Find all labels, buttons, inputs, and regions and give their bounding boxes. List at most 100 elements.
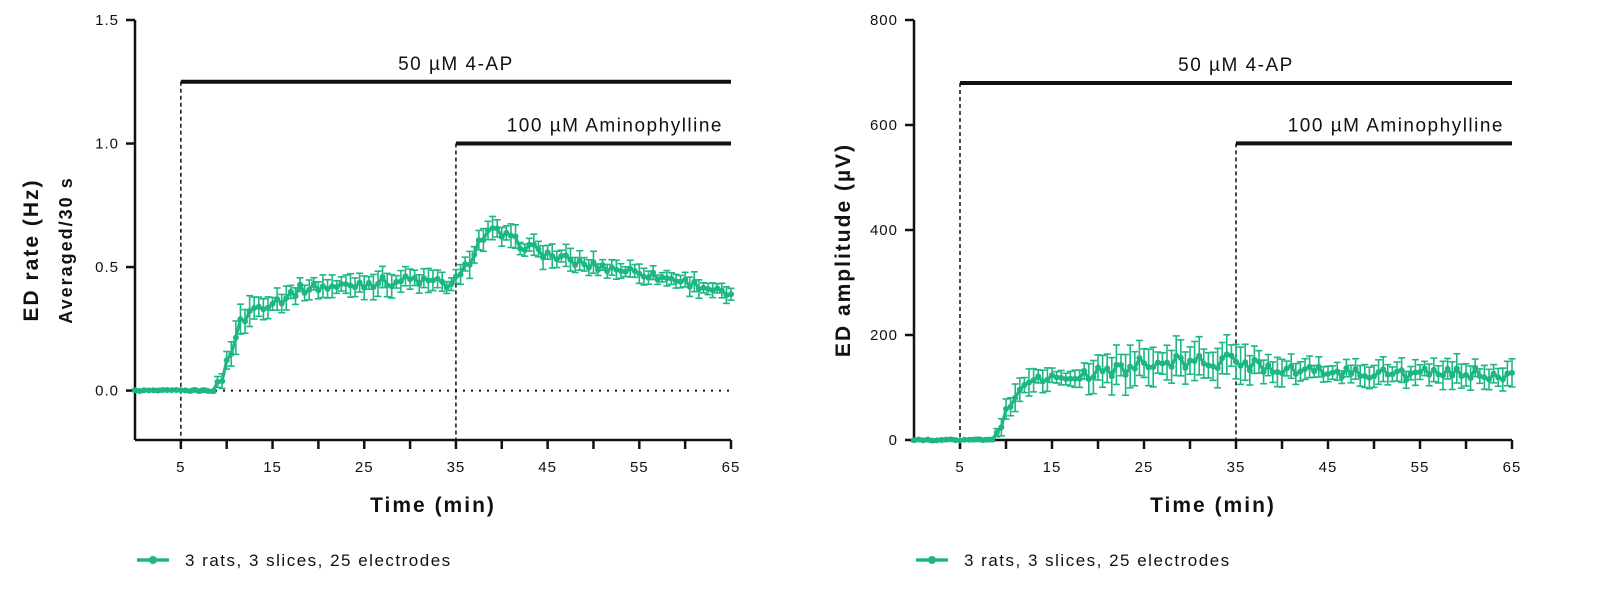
data-point <box>297 281 304 288</box>
data-point <box>966 436 973 443</box>
data-point <box>521 247 528 254</box>
data-point <box>943 436 950 443</box>
data-point <box>154 387 161 394</box>
data-point <box>553 256 560 263</box>
data-point <box>411 274 418 281</box>
data-point <box>1145 364 1152 371</box>
data-point <box>232 334 239 341</box>
data-point <box>1269 369 1276 376</box>
data-point <box>333 284 340 291</box>
data-point <box>1265 362 1272 369</box>
data-point <box>1357 372 1364 379</box>
data-point <box>1164 359 1170 366</box>
annotation-label: 100 µM Aminophylline <box>1288 115 1504 136</box>
data-point <box>342 281 349 288</box>
data-point <box>1030 377 1037 384</box>
data-point <box>209 388 216 395</box>
data-point <box>915 436 922 443</box>
data-point <box>659 274 666 281</box>
data-point <box>1486 376 1492 383</box>
data-point <box>1021 382 1028 389</box>
data-point <box>677 278 684 285</box>
data-point <box>622 268 629 275</box>
data-point <box>315 287 322 294</box>
data-point <box>1449 372 1456 379</box>
x-axis-title: Time (min) <box>1150 494 1276 517</box>
data-point <box>356 279 363 286</box>
data-point <box>1108 373 1115 380</box>
data-point <box>494 225 501 232</box>
data-point <box>627 265 634 272</box>
data-point <box>1288 363 1295 370</box>
y-tick-label: 400 <box>870 222 898 239</box>
data-point <box>1499 376 1506 383</box>
data-point <box>1361 373 1368 380</box>
data-point <box>695 286 702 293</box>
data-point <box>1348 371 1354 378</box>
data-point <box>1205 362 1212 369</box>
x-tick-label: 5 <box>176 459 185 476</box>
data-point <box>237 316 244 323</box>
x-tick-label: 65 <box>722 459 741 476</box>
data-point <box>462 261 469 268</box>
data-point <box>370 284 377 291</box>
data-point <box>1366 374 1373 381</box>
data-point <box>572 261 579 268</box>
data-point <box>1329 369 1336 376</box>
data-point <box>1127 363 1134 370</box>
y-tick-label: 0.0 <box>95 383 119 400</box>
legend-label: 3 rats, 3 slices, 25 electrodes <box>964 551 1231 570</box>
data-point <box>709 287 716 294</box>
data-point <box>549 253 556 260</box>
data-point <box>205 388 212 395</box>
data-point <box>993 429 1000 436</box>
data-point <box>132 387 138 394</box>
x-tick-label: 35 <box>447 459 466 476</box>
data-point <box>1426 371 1433 378</box>
y-tick-label: 600 <box>870 117 898 134</box>
data-point <box>1076 375 1083 382</box>
data-point <box>1150 364 1157 371</box>
data-point <box>402 273 409 280</box>
data-point <box>242 318 249 325</box>
data-point <box>1173 352 1180 359</box>
data-point <box>650 269 657 276</box>
data-point <box>452 273 459 280</box>
data-point <box>989 436 996 443</box>
data-point <box>374 280 381 287</box>
data-point <box>911 437 917 444</box>
data-point <box>1430 366 1437 373</box>
data-point <box>274 296 281 303</box>
data-point <box>1384 371 1391 378</box>
data-point <box>1463 371 1469 378</box>
data-point <box>718 287 725 294</box>
data-point <box>1274 369 1281 376</box>
data-point <box>1311 368 1318 375</box>
legend-marker <box>149 556 157 564</box>
data-point <box>1476 373 1483 380</box>
data-point <box>938 437 945 444</box>
data-point <box>682 276 689 283</box>
y-axis-subtitle: Averaged/30 s <box>56 176 76 323</box>
data-point <box>1049 372 1055 379</box>
data-point <box>1200 360 1207 367</box>
data-point <box>1099 368 1106 375</box>
data-point <box>338 280 345 287</box>
data-point <box>1334 368 1341 375</box>
data-point <box>420 275 427 282</box>
data-point <box>998 424 1005 431</box>
data-point <box>187 388 194 395</box>
data-point <box>920 437 927 444</box>
data-point <box>223 357 230 364</box>
data-point <box>352 284 359 291</box>
x-tick-label: 15 <box>263 459 282 476</box>
data-point <box>1509 369 1515 376</box>
data-point <box>1256 358 1262 365</box>
data-point <box>1453 365 1460 372</box>
data-point <box>416 280 423 287</box>
data-point <box>507 232 514 239</box>
data-point <box>466 261 473 268</box>
data-point <box>1389 371 1396 378</box>
data-point <box>562 252 569 259</box>
data-point <box>1113 361 1120 368</box>
